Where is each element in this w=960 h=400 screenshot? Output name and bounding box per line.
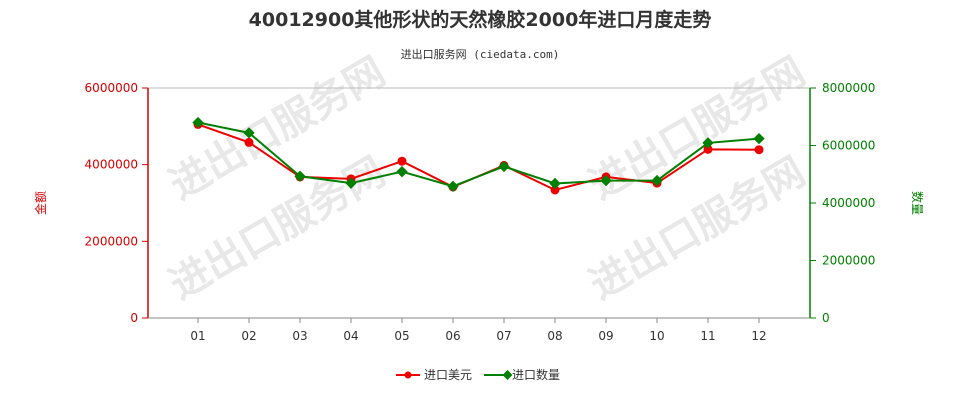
x-tick-label: 12 (751, 329, 766, 343)
right-tick-label: 4000000 (822, 196, 875, 210)
x-tick-label: 07 (496, 329, 511, 343)
chart-subtitle: 进出口服务网 (ciedata.com) (401, 47, 560, 61)
data-point-usd (703, 144, 713, 154)
x-tick-label: 05 (394, 329, 409, 343)
x-tick-label: 03 (292, 329, 307, 343)
data-point-usd (754, 145, 764, 155)
right-axis-ticks: 0 2000000 4000000 6000000 8000000 (810, 81, 875, 325)
data-point-quantity (651, 174, 663, 187)
x-axis-ticks: 01 02 03 04 05 06 07 08 09 10 11 12 (190, 318, 767, 343)
x-tick-label: 02 (241, 329, 256, 343)
data-point-quantity (549, 177, 561, 190)
right-tick-label: 8000000 (822, 81, 875, 95)
left-tick-label: 0 (130, 311, 138, 325)
left-tick-label: 6000000 (85, 81, 138, 95)
data-point-usd (550, 185, 560, 195)
legend: 进口美元 进口数量 (396, 367, 560, 382)
data-point-quantity (447, 180, 459, 192)
right-tick-label: 6000000 (822, 139, 875, 153)
legend-marker-quantity (502, 370, 513, 380)
legend-label-quantity: 进口数量 (512, 367, 560, 382)
chart-title: 40012900其他形状的天然橡胶2000年进口月度走势 (249, 8, 712, 31)
data-point-usd (397, 156, 407, 166)
series-line-quantity (197, 121, 760, 188)
x-tick-label: 06 (445, 329, 460, 343)
right-axis-label: 数量 (910, 191, 925, 215)
data-point-quantity (345, 177, 357, 189)
x-tick-label: 11 (700, 329, 715, 343)
x-tick-label: 08 (547, 329, 562, 343)
x-tick-label: 01 (190, 329, 205, 343)
right-tick-label: 0 (822, 311, 830, 325)
data-point-quantity (243, 127, 255, 139)
x-tick-label: 04 (343, 329, 358, 343)
left-axis-label: 金额 (33, 191, 48, 215)
right-tick-label: 2000000 (822, 254, 875, 268)
data-point-quantity (294, 170, 306, 182)
data-point-quantity (498, 160, 510, 173)
data-point-quantity (396, 166, 408, 178)
left-axis-ticks: 0 2000000 4000000 6000000 (85, 81, 148, 325)
left-tick-label: 2000000 (85, 234, 138, 248)
data-point-usd (244, 137, 254, 147)
x-tick-label: 09 (598, 329, 613, 343)
data-point-quantity (753, 132, 765, 145)
data-point-quantity (702, 137, 714, 149)
data-point-quantity (600, 174, 612, 187)
legend-label-usd: 进口美元 (424, 368, 472, 382)
legend-marker-usd (404, 371, 412, 379)
left-tick-label: 4000000 (85, 158, 138, 172)
x-tick-label: 10 (649, 329, 664, 343)
